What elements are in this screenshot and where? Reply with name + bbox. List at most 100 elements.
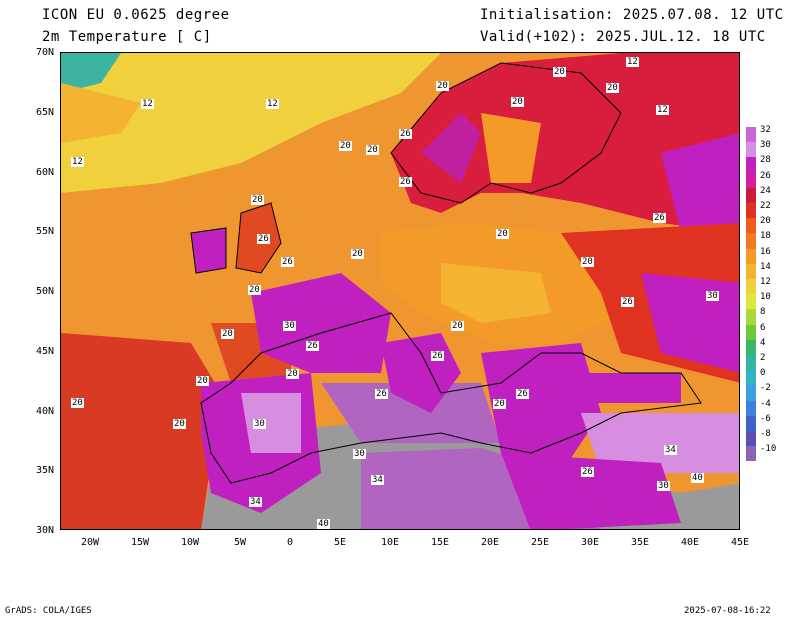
colorbar-label: -8 bbox=[760, 429, 771, 439]
model-title: ICON EU 0.0625 degree bbox=[42, 7, 230, 23]
colorbar-segment bbox=[746, 172, 756, 188]
colorbar-label: 0 bbox=[760, 368, 766, 379]
isotherm-label: 20 bbox=[436, 81, 449, 91]
lat-tick-label: 35N bbox=[35, 465, 54, 477]
map-canvas bbox=[61, 53, 739, 529]
lon-tick-label: 20W bbox=[80, 537, 100, 548]
colorbar-segment bbox=[746, 339, 756, 355]
isotherm-label: 30 bbox=[657, 481, 670, 491]
lon-tick-label: 0 bbox=[286, 537, 294, 548]
colorbar-segment bbox=[746, 431, 756, 447]
colorbar-segment bbox=[746, 187, 756, 203]
colorbar-segment bbox=[746, 324, 756, 340]
isotherm-label: 20 bbox=[606, 83, 619, 93]
colorbar-segment bbox=[746, 279, 756, 295]
isotherm-label: 26 bbox=[516, 389, 529, 399]
isotherm-label: 26 bbox=[399, 129, 412, 139]
colorbar-label: 24 bbox=[760, 185, 771, 196]
colorbar-segment bbox=[746, 203, 756, 219]
isotherm-label: 12 bbox=[71, 157, 84, 167]
isotherm-label: 20 bbox=[553, 67, 566, 77]
lon-tick-label: 10E bbox=[380, 537, 400, 548]
isotherm-label: 20 bbox=[351, 249, 364, 259]
colorbar-segment bbox=[746, 355, 756, 371]
isotherm-label: 20 bbox=[339, 141, 352, 151]
isotherm-label: 12 bbox=[626, 57, 639, 67]
isotherm-label: 30 bbox=[353, 449, 366, 459]
footer-credit: GrADS: COLA/IGES bbox=[5, 606, 92, 616]
isotherm-label: 20 bbox=[511, 97, 524, 107]
iberia-very-hot bbox=[241, 393, 301, 453]
isotherm-label: 12 bbox=[266, 99, 279, 109]
isotherm-label: 20 bbox=[496, 229, 509, 239]
isotherm-label: 20 bbox=[196, 376, 209, 386]
lon-tick-label: 5W bbox=[233, 537, 247, 548]
colorbar-label: 2 bbox=[760, 353, 766, 363]
isotherm-label: 20 bbox=[366, 145, 379, 155]
lon-tick-label: 15E bbox=[430, 537, 450, 548]
lon-tick-label: 40E bbox=[680, 537, 700, 548]
colorbar-label: 10 bbox=[760, 292, 771, 303]
isotherm-label: 26 bbox=[431, 351, 444, 361]
lon-tick-label: 45E bbox=[730, 537, 750, 548]
lat-tick-label: 40N bbox=[35, 405, 54, 417]
lat-tick-label: 60N bbox=[35, 166, 54, 178]
colorbar-segment bbox=[746, 127, 756, 143]
colorbar-label: 8 bbox=[760, 307, 766, 318]
turkey-hot bbox=[581, 413, 739, 473]
lat-tick-label: 65N bbox=[35, 106, 54, 118]
lon-tick-label: 20E bbox=[480, 537, 500, 548]
colorbar-label: 20 bbox=[760, 216, 771, 227]
colorbar-label: 12 bbox=[760, 277, 771, 287]
lon-tick-label: 30E bbox=[580, 537, 600, 548]
isotherm-label: 30 bbox=[706, 291, 719, 301]
lon-tick-label: 10W bbox=[180, 537, 200, 548]
colorbar-label: 22 bbox=[760, 201, 771, 211]
colorbar-segment bbox=[746, 370, 756, 386]
lat-tick-label: 55N bbox=[35, 226, 54, 238]
norway-hot bbox=[421, 113, 481, 183]
colorbar-label: 30 bbox=[760, 140, 771, 151]
isotherm-label: 34 bbox=[664, 445, 677, 455]
coastline-scandinavia bbox=[390, 62, 622, 204]
colorbar-segment bbox=[746, 248, 756, 264]
isotherm-label: 26 bbox=[281, 257, 294, 267]
arctic-cool-zone bbox=[61, 53, 441, 193]
colorbar-segment bbox=[746, 385, 756, 401]
isotherm-label: 26 bbox=[399, 177, 412, 187]
isotherm-label: 30 bbox=[283, 321, 296, 331]
ireland bbox=[191, 228, 226, 273]
isotherm-label: 20 bbox=[221, 329, 234, 339]
isotherm-label: 20 bbox=[173, 419, 186, 429]
colorbar-label: 26 bbox=[760, 170, 771, 181]
colorbar-label: 32 bbox=[760, 125, 771, 135]
colorbar-label: -2 bbox=[760, 383, 771, 394]
lat-tick-label: 70N bbox=[35, 47, 54, 58]
colorbar-label: -10 bbox=[760, 444, 777, 455]
lat-tick-label: 30N bbox=[35, 525, 54, 536]
colorbar-segment bbox=[746, 415, 756, 431]
black-sea bbox=[561, 373, 681, 403]
isotherm-label: 20 bbox=[581, 257, 594, 267]
lon-tick-label: 35E bbox=[630, 537, 650, 548]
isotherm-label: 34 bbox=[249, 497, 262, 507]
init-time: Initialisation: 2025.07.08. 12 UTC bbox=[480, 7, 784, 23]
lon-tick-label: 5E bbox=[333, 537, 347, 548]
colorbar-label: -6 bbox=[760, 413, 771, 424]
baltic-sea bbox=[481, 113, 541, 183]
western-med bbox=[321, 383, 501, 443]
colorbar-label: 4 bbox=[760, 337, 766, 348]
isotherm-label: 26 bbox=[257, 234, 270, 244]
isotherm-label: 34 bbox=[371, 475, 384, 485]
lat-tick-label: 45N bbox=[35, 345, 54, 357]
isotherm-label: 40 bbox=[691, 473, 704, 483]
valid-time: Valid(+102): 2025.JUL.12. 18 UTC bbox=[480, 29, 766, 45]
isotherm-label: 20 bbox=[286, 369, 299, 379]
isotherm-label: 20 bbox=[493, 399, 506, 409]
colorbar-label: 18 bbox=[760, 231, 771, 242]
isotherm-label: 26 bbox=[306, 341, 319, 351]
lon-tick-label: 15W bbox=[130, 537, 150, 548]
isotherm-label: 12 bbox=[656, 105, 669, 115]
isotherm-label: 40 bbox=[317, 519, 330, 529]
lat-tick-label: 50N bbox=[35, 286, 54, 297]
